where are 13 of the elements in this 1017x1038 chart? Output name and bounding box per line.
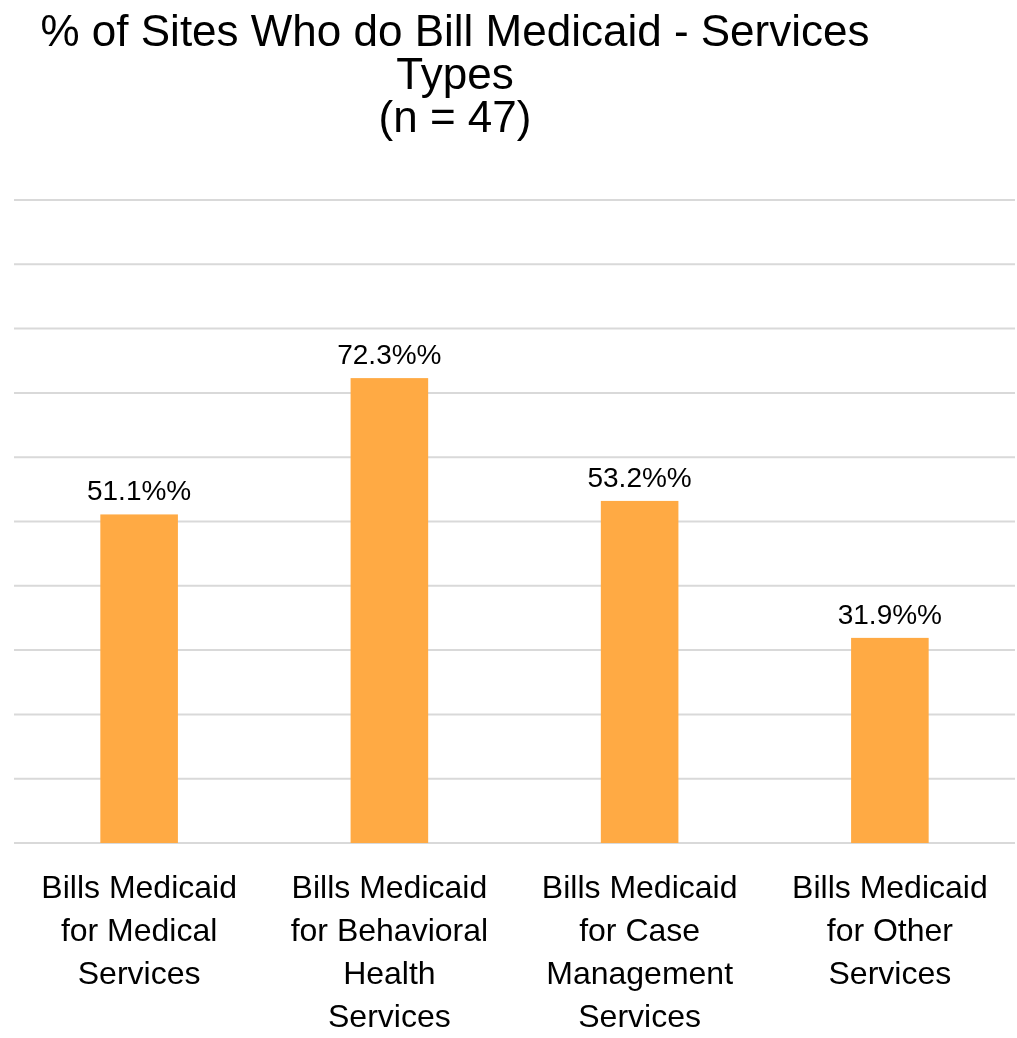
x-tick-label: Bills Medicaid for Case Management Services <box>541 869 738 1034</box>
data-label: 53.2%% <box>587 461 692 493</box>
bar <box>851 637 929 843</box>
chart-title: % of Sites Who do Bill Medicaid - Services Types (n = 47) <box>40 6 870 141</box>
data-label: 51.1%% <box>86 475 192 507</box>
bar <box>100 514 178 843</box>
x-tick-label: Bills Medicaid for Behavioral Health Services <box>290 869 489 1034</box>
bar <box>600 500 679 843</box>
data-label: 31.9%% <box>837 598 943 630</box>
x-tick-label: Bills Medicaid for Medical Services <box>41 869 237 991</box>
data-label: 72.3%% <box>337 339 442 371</box>
bar <box>350 378 429 843</box>
x-tick-label: Bills Medicaid for Other Services <box>792 869 988 991</box>
